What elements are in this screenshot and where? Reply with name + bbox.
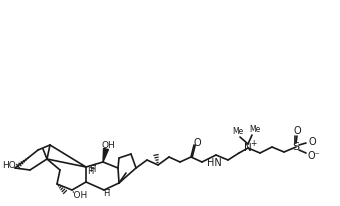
Text: Me: Me [232,128,244,137]
Text: O⁻: O⁻ [308,151,320,161]
Text: O: O [308,137,316,147]
Text: Me: Me [249,125,261,135]
Text: +: + [250,139,256,149]
Text: HO: HO [2,162,16,171]
Text: 'OH: 'OH [71,192,87,200]
Text: H̅: H̅ [89,165,95,174]
Text: O: O [293,126,301,136]
Text: H̅: H̅ [87,167,93,177]
Text: OH: OH [101,142,115,151]
Text: HN: HN [207,158,222,168]
Text: N: N [244,143,252,153]
Text: S: S [292,142,300,152]
Polygon shape [103,149,108,162]
Text: O: O [193,138,201,148]
Text: H̅: H̅ [103,190,109,199]
